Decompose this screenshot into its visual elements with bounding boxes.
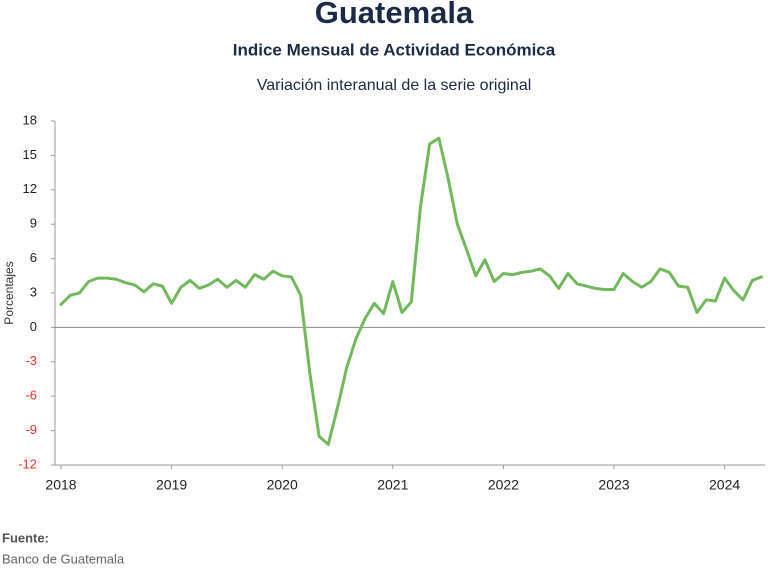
y-tick-label: -12 (18, 456, 37, 471)
y-tick-label: 0 (30, 319, 37, 334)
y-tick-label: 9 (30, 216, 37, 231)
y-tick-label: -6 (25, 388, 37, 403)
y-tick-label: 18 (23, 112, 37, 127)
x-tick-label: 2021 (377, 477, 408, 493)
y-tick-label: 15 (23, 147, 37, 162)
chart-subtitle: Variación interanual de la serie origina… (257, 77, 532, 94)
x-tick-label: 2019 (156, 477, 187, 493)
chart-subtitle: Indice Mensual de Actividad Económica (233, 40, 556, 59)
y-tick-label: 6 (30, 250, 37, 265)
source: Banco de Guatemala (2, 551, 125, 566)
x-tick-label: 2022 (488, 477, 519, 493)
y-axis-label: Porcentajes (2, 261, 16, 324)
y-tick-label: -9 (25, 422, 37, 437)
y-tick-label: 12 (23, 181, 37, 196)
series-line (59, 136, 763, 446)
x-tick-label: 2023 (598, 477, 629, 493)
y-tick-label: -3 (25, 353, 37, 368)
x-tick-label: 2020 (267, 477, 298, 493)
y-tick-label: 3 (30, 284, 37, 299)
chart-title: Guatemala (315, 0, 474, 30)
source-label: Fuente: (2, 530, 49, 545)
x-tick-label: 2024 (709, 477, 740, 493)
x-tick-label: 2018 (45, 477, 76, 493)
